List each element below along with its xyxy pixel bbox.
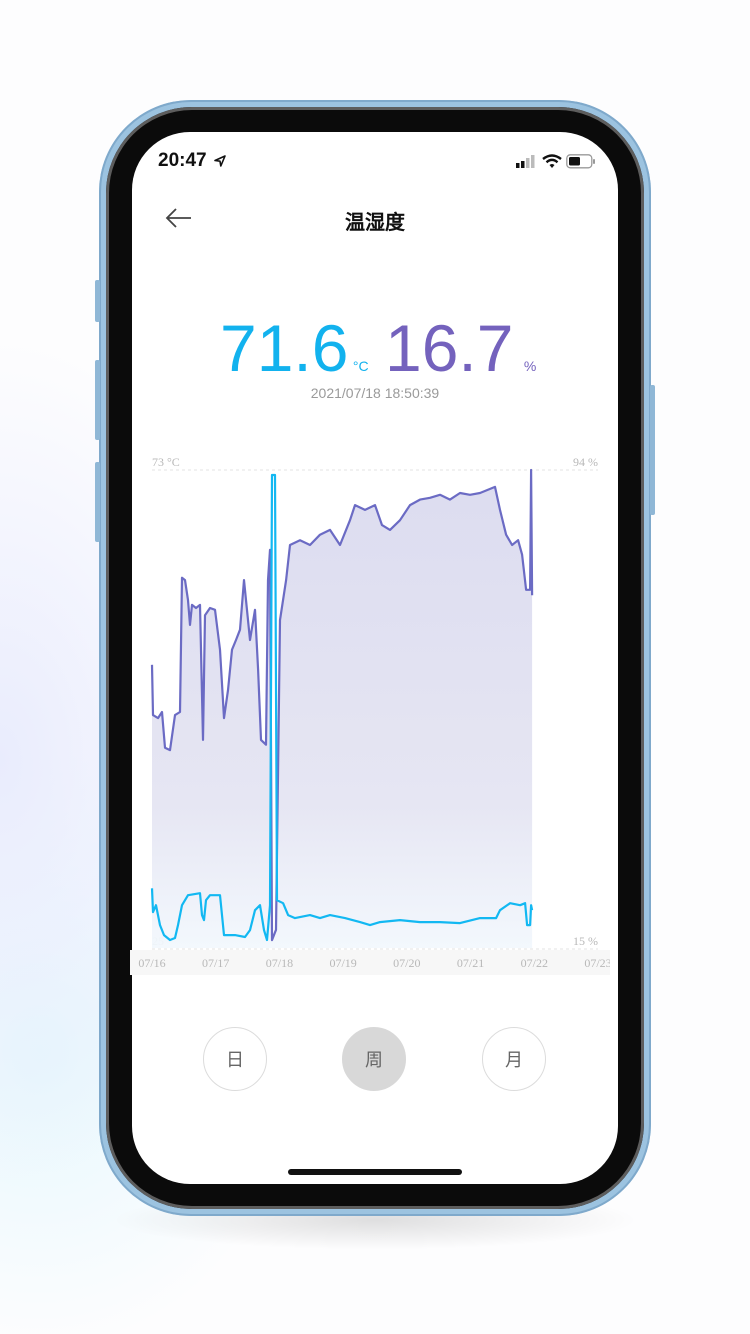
- right-axis-max-label: 94 %: [573, 455, 598, 469]
- x-axis-tick-label: 07/21: [457, 956, 484, 970]
- left-axis-min-label: 25: [152, 934, 164, 948]
- humidity-reading: 16.7 %: [385, 315, 536, 381]
- temperature-reading: 71.6 °C: [220, 315, 369, 381]
- volume-up-button: [95, 360, 100, 440]
- temperature-value: 71.6: [220, 311, 349, 385]
- x-axis-tick-label: 07/20: [393, 956, 420, 970]
- cellular-signal-icon: [516, 155, 535, 168]
- humidity-area: [152, 470, 533, 948]
- x-axis-tick-label: 07/17: [202, 956, 229, 970]
- x-axis-tick-label: 07/18: [266, 956, 293, 970]
- mute-switch: [95, 280, 100, 322]
- page-title: 温湿度: [345, 212, 405, 234]
- period-tab-week[interactable]: 周: [342, 1027, 406, 1091]
- reading-timestamp: 2021/07/18 18:50:39: [310, 385, 440, 401]
- period-tab-label: 周: [365, 1050, 383, 1070]
- humidity-value: 16.7: [385, 311, 514, 385]
- x-axis-tick-label: 07/23: [584, 956, 610, 970]
- temperature-unit: °C: [352, 358, 369, 374]
- arrow-left-icon[interactable]: [164, 206, 194, 230]
- status-time: 20:47: [158, 150, 207, 171]
- left-axis-max-label: 73 °C: [152, 455, 180, 469]
- x-axis-tick-label: 07/22: [521, 956, 548, 970]
- temperature-humidity-chart[interactable]: 73 °C 25 94 % 15 % 07/16 07/17 07/18 07/19 0…: [130, 440, 610, 980]
- right-axis-min-label: 15 %: [573, 934, 598, 948]
- temperature-line: [150, 473, 534, 942]
- x-axis-tick-label: 07/19: [329, 956, 356, 970]
- battery-icon: [566, 154, 595, 169]
- power-button: [650, 385, 655, 515]
- x-axis-band: [130, 950, 610, 975]
- period-tab-month[interactable]: 月: [482, 1027, 546, 1091]
- home-indicator: [288, 1169, 462, 1175]
- x-axis-tick-label: 07/16: [138, 956, 165, 970]
- humidity-line: [150, 468, 534, 942]
- location-arrow-icon: [214, 155, 226, 167]
- wifi-icon: [542, 154, 562, 168]
- humidity-unit: %: [523, 358, 537, 374]
- period-tab-label: 月: [505, 1050, 523, 1070]
- period-tab-day[interactable]: 日: [203, 1027, 267, 1091]
- volume-down-button: [95, 462, 100, 542]
- period-tab-label: 日: [226, 1050, 244, 1070]
